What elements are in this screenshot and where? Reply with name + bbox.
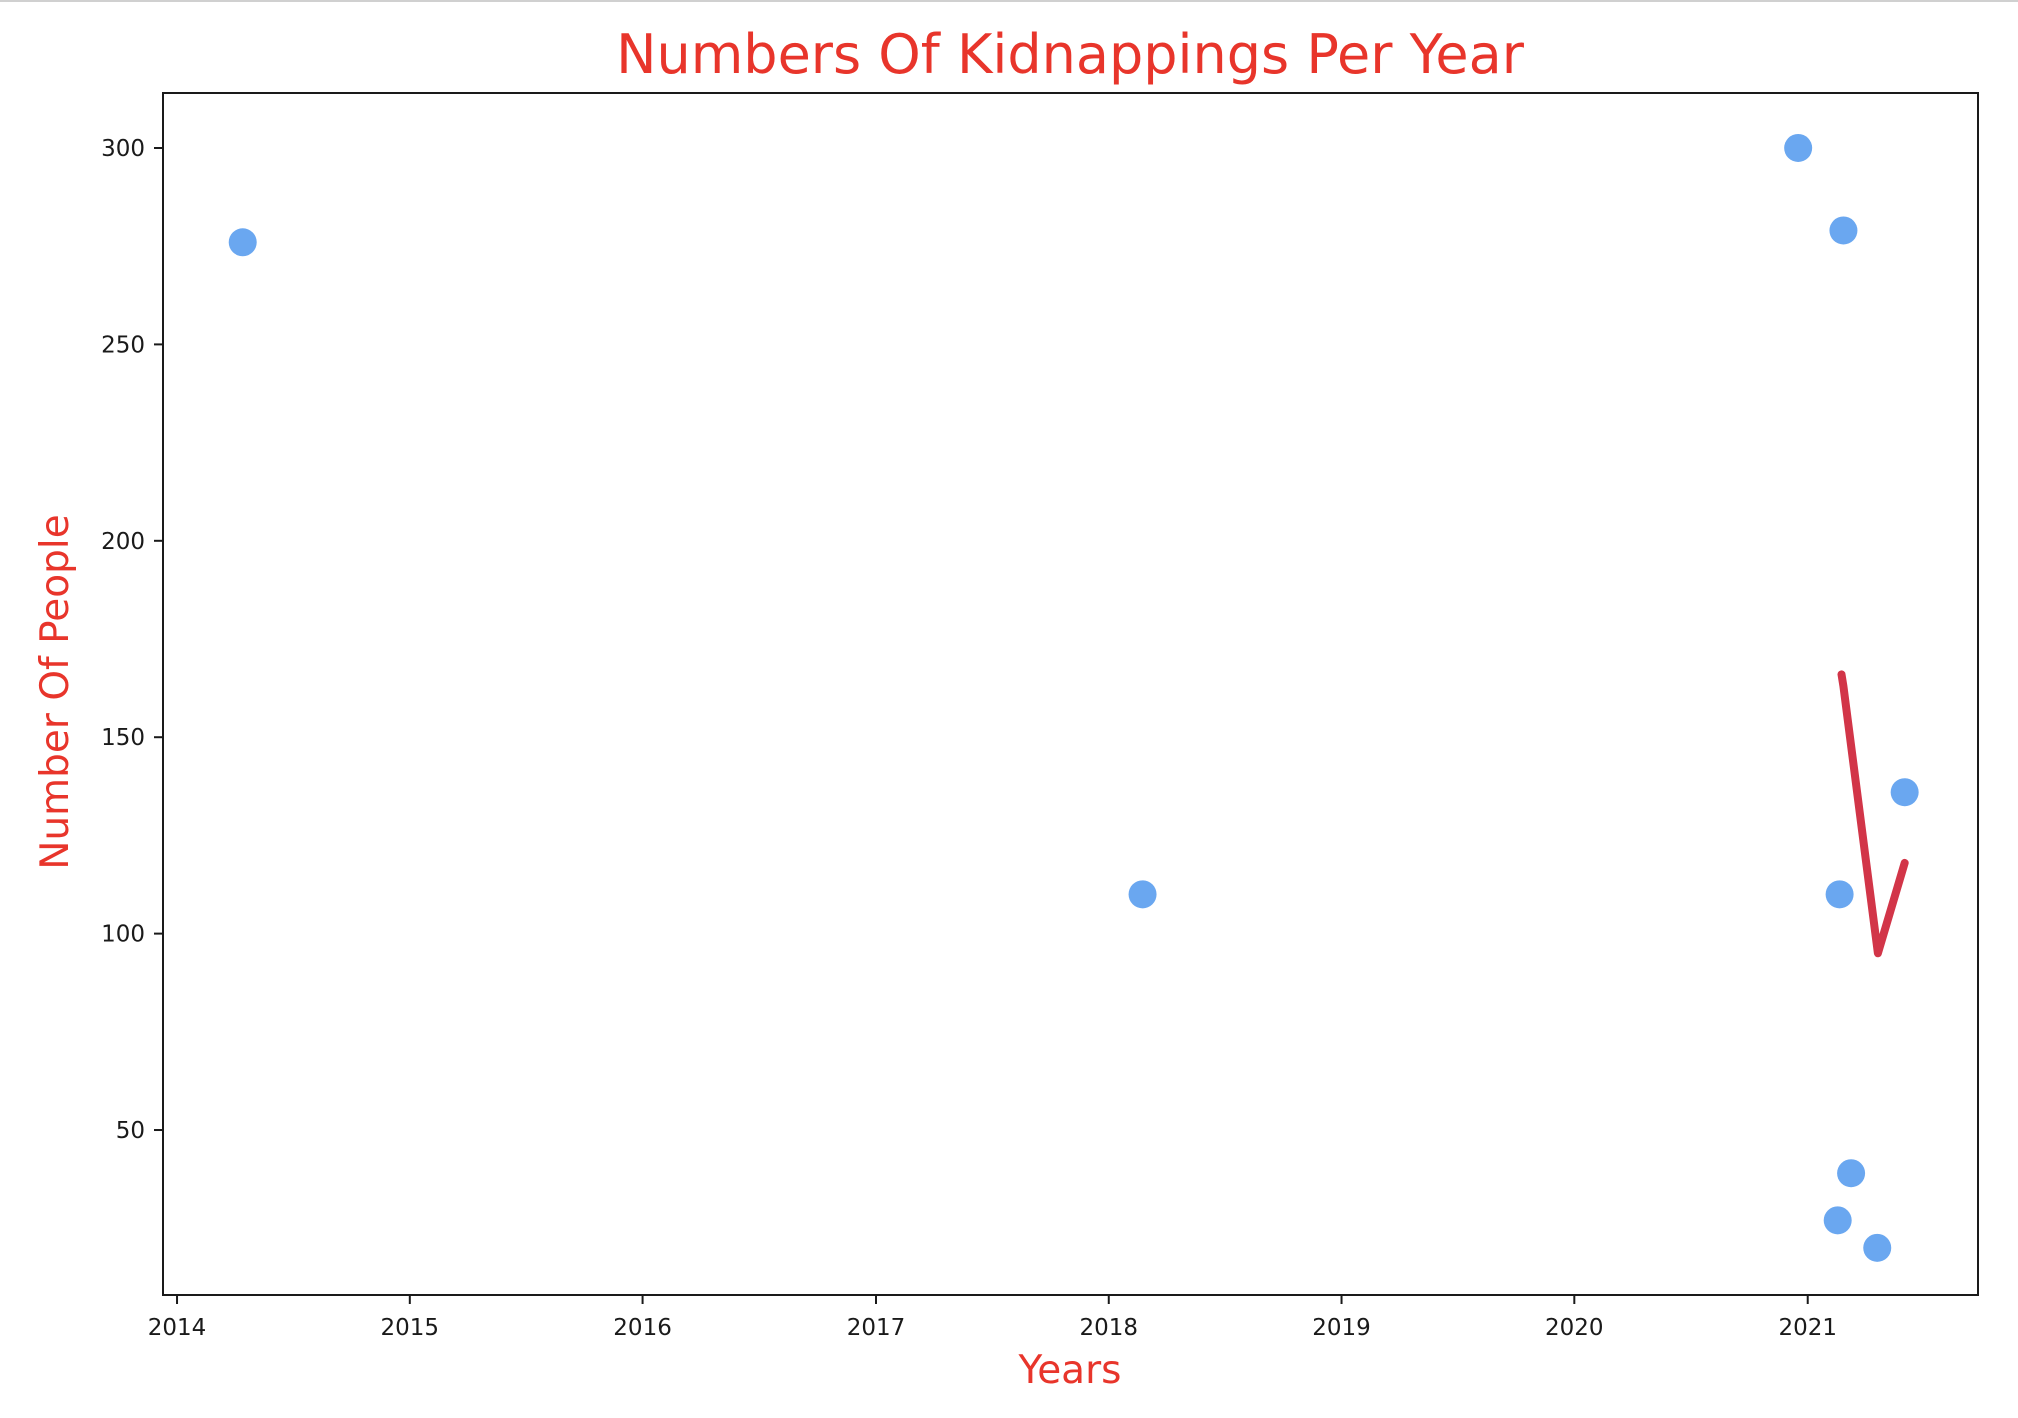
y-tick-label: 250 (101, 332, 145, 358)
annotation-stroke (1837, 670, 1909, 958)
data-point (1128, 880, 1157, 909)
x-tick-label: 2021 (1778, 1315, 1837, 1341)
x-tick-label: 2015 (381, 1315, 440, 1341)
data-point (228, 228, 257, 257)
x-tick-label: 2020 (1545, 1315, 1604, 1341)
data-point (1823, 1206, 1852, 1235)
y-tick-label: 150 (101, 725, 145, 751)
data-point (1863, 1233, 1892, 1262)
plot-area: 2014 2015 2016 2017 2018 2019 2020 2021 50 100 150… (101, 92, 1979, 1341)
y-tick-label: 300 (101, 136, 145, 162)
x-axis-label: Years (1018, 1348, 1122, 1393)
chart-title: Numbers Of Kidnappings Per Year (616, 23, 1525, 86)
data-point (1837, 1159, 1866, 1188)
plot-frame (162, 92, 1979, 1296)
x-tick-label: 2016 (613, 1315, 672, 1341)
data-point (1829, 216, 1858, 245)
data-point (1890, 778, 1919, 807)
y-axis-label: Number Of People (33, 514, 78, 869)
x-tick-label: 2018 (1079, 1315, 1138, 1341)
data-point (1825, 880, 1854, 909)
data-point (1784, 133, 1813, 162)
top-divider (0, 0, 2018, 2)
y-tick-label: 50 (116, 1118, 145, 1144)
x-tick-label: 2019 (1312, 1315, 1371, 1341)
y-tick-label: 200 (101, 529, 145, 555)
x-tick-label: 2017 (847, 1315, 906, 1341)
x-tick-label: 2014 (148, 1315, 207, 1341)
y-tick-label: 100 (101, 922, 145, 948)
